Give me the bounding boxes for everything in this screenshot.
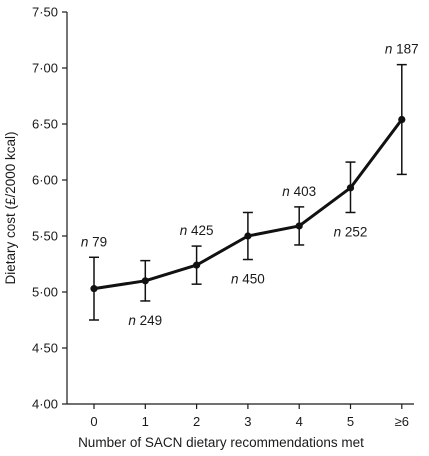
x-tick-label: 1 bbox=[142, 414, 149, 429]
sample-size-count: 450 bbox=[239, 272, 265, 287]
sample-size-count: 403 bbox=[290, 184, 316, 199]
y-tick-label: 5·00 bbox=[32, 285, 58, 300]
data-point bbox=[141, 277, 149, 285]
x-tick-label: 3 bbox=[244, 414, 251, 429]
sample-size-prefix: n bbox=[231, 272, 239, 287]
sample-size-prefix: n bbox=[385, 42, 393, 57]
y-tick-label: 4·50 bbox=[32, 341, 58, 356]
x-axis-title: Number of SACN dietary recommendations m… bbox=[78, 435, 364, 450]
x-tick-label: 5 bbox=[347, 414, 354, 429]
x-tick-label: 2 bbox=[193, 414, 200, 429]
y-axis-title: Dietary cost (£/2000 kcal) bbox=[3, 131, 18, 284]
y-axis-ticks: 4·00 4·50 5·00 5·50 6·00 6·50 7·00 7·50 bbox=[32, 5, 67, 412]
data-point bbox=[244, 232, 252, 240]
y-tick-label: 7·50 bbox=[32, 5, 58, 20]
x-tick-label: 0 bbox=[90, 414, 97, 429]
sample-size-count: 425 bbox=[187, 223, 213, 238]
sample-size-prefix: n bbox=[334, 224, 342, 239]
data-point bbox=[346, 184, 355, 192]
x-axis-ticks: 0 1 2 3 4 5 ≥6 bbox=[90, 404, 409, 429]
sample-size-label: n 403 bbox=[282, 184, 316, 199]
sample-size-label: n 450 bbox=[231, 272, 265, 287]
sample-size-prefix: n bbox=[81, 234, 89, 249]
y-tick-label: 7·00 bbox=[32, 61, 58, 76]
sample-size-label: n 249 bbox=[128, 313, 162, 328]
y-tick-label: 6·00 bbox=[32, 173, 58, 188]
x-tick-label: ≥6 bbox=[395, 414, 409, 429]
data-points bbox=[90, 115, 406, 293]
sample-size-count: 249 bbox=[136, 313, 162, 328]
y-tick-label: 5·50 bbox=[32, 229, 58, 244]
series-line bbox=[93, 118, 403, 291]
x-tick-label: 4 bbox=[296, 414, 303, 429]
sample-size-count: 252 bbox=[341, 224, 367, 239]
sample-size-label: n 187 bbox=[385, 42, 419, 57]
sample-size-count: 187 bbox=[392, 42, 418, 57]
y-tick-label: 4·00 bbox=[32, 397, 58, 412]
sample-size-prefix: n bbox=[128, 313, 136, 328]
data-point bbox=[295, 222, 303, 230]
sample-size-count: 79 bbox=[88, 234, 107, 249]
data-point bbox=[193, 261, 201, 269]
data-point bbox=[90, 285, 98, 293]
data-point bbox=[398, 115, 406, 124]
sample-size-label: n 79 bbox=[81, 234, 107, 249]
sample-size-label: n 252 bbox=[334, 224, 368, 239]
sample-size-label: n 425 bbox=[180, 223, 214, 238]
sample-size-prefix: n bbox=[180, 223, 188, 238]
axes bbox=[66, 12, 414, 405]
y-tick-label: 6·50 bbox=[32, 117, 58, 132]
sample-size-prefix: n bbox=[282, 184, 290, 199]
